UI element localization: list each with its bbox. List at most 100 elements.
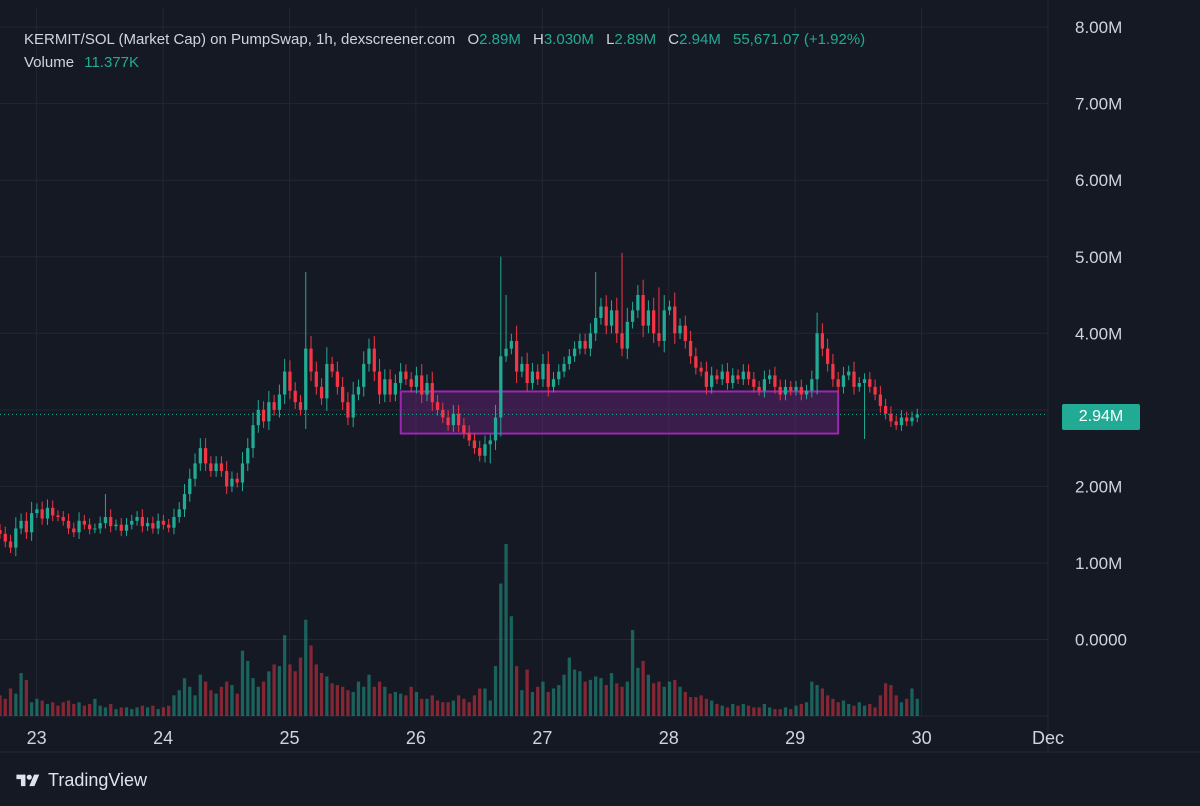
volume-bar xyxy=(98,705,102,716)
volume-bar xyxy=(883,683,888,716)
candle-body xyxy=(820,333,825,349)
candle-body xyxy=(725,371,730,384)
candle-body xyxy=(688,340,693,357)
volume-bar xyxy=(746,705,751,716)
candle-body xyxy=(435,402,440,410)
volume-bar xyxy=(636,667,640,716)
volume-bar xyxy=(499,583,503,716)
volume-bar xyxy=(420,698,424,716)
volume-bar xyxy=(630,630,635,716)
volume-bar xyxy=(124,707,129,716)
tradingview-brand[interactable]: TradingView xyxy=(14,770,147,791)
y-tick-label: 1.00M xyxy=(1075,554,1122,573)
volume-bar xyxy=(567,657,571,716)
volume-bar xyxy=(3,698,7,716)
y-tick-label: 6.00M xyxy=(1075,171,1122,190)
volume-bar xyxy=(910,688,914,716)
candle-body xyxy=(288,371,292,391)
candle-body xyxy=(599,306,603,318)
candle-body xyxy=(746,371,751,380)
volume-bar xyxy=(109,703,113,716)
volume-bar xyxy=(314,664,318,716)
volume-bar xyxy=(209,690,213,716)
candle-body xyxy=(156,520,160,529)
volume-bar xyxy=(905,698,909,716)
x-tick-label: 24 xyxy=(153,728,173,748)
candle-body xyxy=(325,363,329,399)
volume-bar xyxy=(383,686,387,716)
volume-bar xyxy=(425,698,429,716)
volume-bar xyxy=(688,697,693,716)
candle-body xyxy=(509,340,513,349)
candle-body xyxy=(636,295,640,311)
candle-body xyxy=(504,348,508,357)
candle-body xyxy=(652,310,656,334)
volume-bar xyxy=(915,698,919,716)
volume-bar xyxy=(156,709,160,716)
volume-bar xyxy=(240,650,245,716)
volume-bar xyxy=(794,705,798,716)
volume-bar xyxy=(493,666,498,716)
volume-bar xyxy=(810,681,814,716)
candle-body xyxy=(862,379,867,384)
volume-bar xyxy=(862,705,867,716)
volume-bar xyxy=(335,685,340,716)
candle-body xyxy=(319,386,324,399)
volume-bar xyxy=(710,700,714,716)
volume-bar xyxy=(230,685,234,716)
candle-body xyxy=(630,310,635,322)
candle-body xyxy=(399,371,403,384)
candle-body xyxy=(657,333,661,341)
volume-bar xyxy=(725,707,730,716)
candle-body xyxy=(704,371,709,387)
candle-body xyxy=(646,310,651,326)
volume-bar xyxy=(14,693,18,716)
volume-bar xyxy=(256,686,260,716)
volume-bar xyxy=(731,703,735,716)
demand-zone-box xyxy=(399,390,840,435)
volume-bar xyxy=(119,707,123,716)
candle-body xyxy=(804,390,809,395)
volume-bar xyxy=(0,695,2,716)
volume-bar xyxy=(609,673,614,716)
volume-bar xyxy=(899,702,904,716)
candle-body xyxy=(789,386,793,391)
candle-body xyxy=(377,371,382,395)
volume-bar xyxy=(720,705,724,716)
volume-bar xyxy=(873,707,877,716)
candle-body xyxy=(45,507,50,519)
candle-body xyxy=(93,528,97,530)
volume-bar xyxy=(341,686,345,716)
x-tick-label: 26 xyxy=(406,728,426,748)
volume-bar xyxy=(741,703,745,716)
volume-bar xyxy=(309,645,313,716)
volume-bar xyxy=(467,702,471,716)
open-value: 2.89M xyxy=(479,31,521,48)
candle-body xyxy=(741,371,745,380)
candle-body xyxy=(409,379,413,387)
candle-body xyxy=(29,513,34,533)
candle-body xyxy=(109,516,113,527)
volume-bar xyxy=(235,693,239,716)
candle-body xyxy=(905,417,909,422)
volume-bar xyxy=(430,695,434,716)
y-tick-label: 7.00M xyxy=(1075,95,1122,114)
volume-bar xyxy=(135,707,139,716)
candle-body xyxy=(488,440,492,445)
tradingview-logo-icon xyxy=(16,774,40,786)
volume-bar xyxy=(699,695,703,716)
legend-row-volume: Volume 11.377K xyxy=(24,51,865,74)
volume-bar xyxy=(562,674,566,716)
volume-bar xyxy=(219,686,224,716)
volume-bar xyxy=(93,698,97,716)
candle-body xyxy=(314,371,318,387)
candle-body xyxy=(198,448,202,464)
candle-body xyxy=(831,363,835,380)
candle-body xyxy=(847,371,851,376)
volume-bar xyxy=(789,709,793,716)
candle-body xyxy=(462,425,466,433)
candle-body xyxy=(114,524,118,527)
candle-body xyxy=(615,310,619,334)
